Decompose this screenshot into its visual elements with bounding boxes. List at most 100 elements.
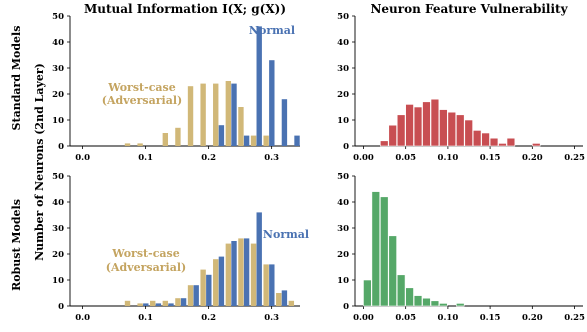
- histogram-bar: [464, 119, 473, 147]
- x-tick-label: 0.20: [522, 153, 543, 163]
- histogram-bar: [456, 114, 465, 147]
- row-label-standard: Standard Models: [10, 26, 23, 131]
- histogram-bar: [439, 109, 448, 147]
- series-annotation: Normal: [249, 24, 295, 37]
- y-tick-label: 30: [337, 64, 349, 74]
- histogram-bar: [137, 303, 143, 306]
- histogram-bar: [175, 127, 181, 146]
- histogram-bar: [256, 26, 262, 146]
- histogram-bar: [405, 104, 414, 147]
- histogram-bar: [439, 303, 448, 307]
- histogram-bar: [532, 143, 541, 147]
- row-label-robust: Robust Models: [10, 199, 23, 291]
- histogram-bar: [269, 264, 275, 306]
- x-tick-label: 0.25: [564, 153, 585, 163]
- x-tick-label: 0.25: [564, 313, 585, 323]
- y-tick-label: 10: [52, 116, 64, 126]
- y-tick-label: 30: [337, 224, 349, 234]
- x-tick-label: 0.1: [138, 313, 153, 323]
- histogram-bar: [388, 235, 397, 307]
- histogram-bar: [213, 83, 219, 146]
- chart-title: Mutual Information I(X; g(X)): [84, 2, 286, 16]
- histogram-bar: [168, 303, 174, 306]
- histogram-bar: [250, 135, 257, 146]
- histogram-bar: [225, 81, 232, 146]
- panel-mi-standard: 0 10 20 30 40 50 0.0 0.1 0.2 0.3 Mutual Informatio…: [52, 2, 300, 163]
- y-tick-label: 0: [343, 302, 349, 312]
- histogram-bar: [238, 238, 244, 306]
- histogram-bar: [200, 269, 206, 306]
- histogram-bar: [155, 303, 162, 306]
- x-tick-label: 0.10: [438, 153, 459, 163]
- histogram-bar: [187, 285, 194, 306]
- histogram-bar: [193, 285, 199, 306]
- histogram-bar: [276, 293, 282, 306]
- histogram-bar: [422, 297, 431, 307]
- histogram-bar: [180, 298, 187, 306]
- series-annotation: Normal: [263, 228, 309, 241]
- histogram-bar: [489, 137, 499, 147]
- histogram-bar: [206, 274, 212, 306]
- histogram-bar: [162, 133, 169, 146]
- series-annotation: (Adversarial): [106, 261, 186, 274]
- y-tick-label: 0: [58, 142, 64, 152]
- panel-vuln-standard: 0 10 20 30 40 50 0.00 0.05 0.10 0.15 0.20 0.25 Neuro…: [337, 2, 585, 163]
- y-tick-label: 40: [337, 38, 349, 48]
- histogram-bar: [263, 264, 269, 306]
- y-tick-label: 10: [337, 116, 349, 126]
- y-tick-label: 30: [52, 64, 64, 74]
- histogram-bar: [263, 135, 269, 146]
- y-tick-label: 20: [52, 250, 64, 260]
- histogram-bar: [363, 279, 372, 307]
- histogram-bar: [231, 83, 237, 146]
- histogram-bar: [137, 143, 143, 146]
- histogram-bar: [294, 135, 300, 146]
- histogram-bar: [447, 111, 457, 147]
- histogram-bar: [498, 143, 507, 147]
- histogram-bar: [256, 212, 262, 306]
- x-tick-label: 0.00: [353, 153, 374, 163]
- x-tick-label: 0.1: [138, 153, 153, 163]
- histogram-bar: [143, 303, 149, 306]
- series-annotation: Worst-case: [111, 247, 179, 260]
- histogram-bar: [288, 300, 295, 306]
- histogram-bar: [175, 298, 181, 306]
- y-tick-label: 50: [337, 12, 349, 22]
- histogram-bar: [162, 300, 169, 306]
- histogram-bar: [413, 106, 423, 147]
- histogram-bar: [506, 137, 516, 147]
- histogram-bar: [472, 130, 482, 147]
- y-tick-label: 10: [52, 276, 64, 286]
- y-tick-label: 40: [52, 38, 64, 48]
- shared-y-axis-label: Number of Neurons (2nd Layer): [33, 63, 46, 261]
- y-tick-label: 0: [343, 142, 349, 152]
- x-tick-label: 0.15: [480, 153, 501, 163]
- y-tick-label: 50: [52, 172, 64, 182]
- histogram-bar: [213, 259, 219, 306]
- histogram-bar: [430, 98, 440, 147]
- x-tick-label: 0.20: [522, 313, 543, 323]
- histogram-bar: [150, 300, 156, 306]
- histogram-bar: [281, 99, 288, 146]
- histogram-bar: [413, 295, 423, 307]
- histogram-bar: [388, 124, 397, 147]
- x-tick-label: 0.0: [75, 153, 90, 163]
- histogram-bar: [243, 238, 250, 306]
- x-tick-label: 0.00: [353, 313, 374, 323]
- histogram-bar: [430, 300, 440, 307]
- histogram-bar: [243, 135, 250, 146]
- histogram-bar: [371, 191, 381, 307]
- y-tick-label: 50: [337, 172, 349, 182]
- histogram-bar: [281, 290, 288, 306]
- x-tick-label: 0.05: [395, 313, 416, 323]
- y-tick-label: 40: [52, 198, 64, 208]
- y-tick-label: 20: [337, 250, 349, 260]
- histogram-bar: [200, 83, 206, 146]
- y-tick-label: 20: [337, 90, 349, 100]
- histogram-bar: [218, 256, 225, 306]
- histogram-bar: [238, 107, 244, 146]
- histogram-bar: [124, 300, 131, 306]
- x-tick-label: 0.3: [264, 153, 279, 163]
- histogram-bar: [422, 101, 431, 147]
